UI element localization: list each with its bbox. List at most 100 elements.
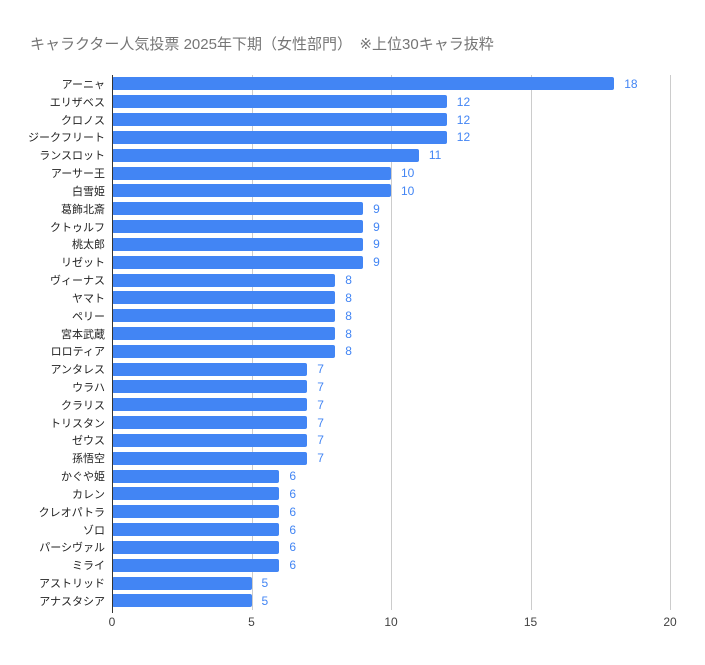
bar-row: 9 <box>112 235 670 253</box>
bar-row: 11 <box>112 146 670 164</box>
bar-value-label: 6 <box>289 540 297 555</box>
category-label: 宮本武蔵 <box>61 328 105 341</box>
bar-row: 8 <box>112 271 670 289</box>
bar-row: 5 <box>112 574 670 592</box>
bar-value-label: 12 <box>456 130 471 145</box>
bar <box>112 380 308 394</box>
bar-value-label: 5 <box>261 576 269 591</box>
bar-value-label: 6 <box>289 469 297 484</box>
bar-rows: 18 12 12 12 11 10 10 9 9 9 9 8 8 8 8 8 7 7 7 7 7 7 6 6 6 6 6 6 5 5 <box>112 75 670 610</box>
category-label: ペリー <box>72 310 105 323</box>
category-label: ゼウス <box>72 435 105 448</box>
bar-row: 8 <box>112 325 670 343</box>
bar <box>112 594 252 608</box>
bar <box>112 148 419 162</box>
bar-value-label: 9 <box>373 219 380 234</box>
bar <box>112 166 391 180</box>
bar-value-label: 8 <box>345 308 352 323</box>
x-tick-label-15: 15 <box>523 615 538 629</box>
bar-value-label: 9 <box>373 201 380 216</box>
bar-row: 12 <box>112 128 670 146</box>
bar-value-label: 11 <box>428 148 442 163</box>
bar <box>112 344 336 358</box>
bar-row: 7 <box>112 432 670 450</box>
bar <box>112 184 391 198</box>
bar-value-label: 7 <box>317 415 324 430</box>
bar-value-label: 6 <box>289 504 297 519</box>
gridline-10 <box>391 75 392 610</box>
category-label: ロロティア <box>50 346 105 359</box>
bar-row: 12 <box>112 111 670 129</box>
bar-value-label: 7 <box>317 362 324 377</box>
bar-value-label: 8 <box>345 344 352 359</box>
bar-row: 7 <box>112 396 670 414</box>
category-label: かぐや姫 <box>61 471 105 484</box>
bar-row: 6 <box>112 539 670 557</box>
bar-value-label: 8 <box>345 290 352 305</box>
bar <box>112 362 308 376</box>
bar-row: 6 <box>112 521 670 539</box>
bar-row: 8 <box>112 307 670 325</box>
category-label: 桃太郎 <box>72 239 105 252</box>
bar <box>112 398 308 412</box>
x-tick-label-0: 0 <box>108 615 116 629</box>
bar-row: 6 <box>112 467 670 485</box>
bar <box>112 487 280 501</box>
bar-value-label: 10 <box>401 166 415 181</box>
category-label: トリスタン <box>50 417 105 430</box>
category-label: アーニャ <box>61 78 105 91</box>
x-axis: 0 5 10 15 20 <box>108 615 677 632</box>
bar-row: 5 <box>112 592 670 610</box>
bar-value-label: 10 <box>401 183 415 198</box>
bar <box>112 540 280 554</box>
bar <box>112 237 364 251</box>
category-label: 葛飾北斎 <box>61 203 105 216</box>
bar-row: 18 <box>112 75 670 93</box>
bar <box>112 523 280 537</box>
category-label: エリザベス <box>49 96 105 109</box>
bar <box>112 327 336 340</box>
bar-row: 6 <box>112 485 670 503</box>
bar-row: 8 <box>112 342 670 360</box>
bar <box>112 291 336 305</box>
category-label: アンタレス <box>50 364 105 377</box>
bar <box>112 220 364 234</box>
bar <box>112 558 280 572</box>
category-label: アストリッド <box>39 578 105 591</box>
bar-value-label: 8 <box>345 273 352 288</box>
bar-value-label: 7 <box>317 451 324 466</box>
bar-row: 6 <box>112 503 670 521</box>
category-label: クレオパトラ <box>38 506 105 519</box>
bar-row: 7 <box>112 360 670 378</box>
category-label: クロノス <box>61 114 105 127</box>
bar <box>112 113 447 127</box>
gridline-20 <box>670 75 671 610</box>
bar-row: 10 <box>112 164 670 182</box>
category-label: クトゥルフ <box>50 221 105 234</box>
category-label: 白雪姫 <box>72 185 105 198</box>
bar <box>112 202 364 216</box>
bar <box>112 416 308 430</box>
bar-value-label: 9 <box>373 237 380 252</box>
bar <box>112 451 308 465</box>
bar-value-label: 6 <box>289 486 297 501</box>
bar-value-label: 8 <box>345 326 352 341</box>
bar-value-label: 7 <box>317 379 324 394</box>
bar <box>112 505 280 519</box>
bar-row: 9 <box>112 200 670 218</box>
bar <box>112 469 280 483</box>
category-label: パーシヴァル <box>39 542 105 555</box>
category-label: ジークフリート <box>28 132 105 145</box>
gridline-15 <box>530 75 532 610</box>
category-label: 孫悟空 <box>72 453 105 466</box>
category-label: ランスロット <box>39 150 105 163</box>
bar-row: 8 <box>112 289 670 307</box>
bar <box>112 255 364 269</box>
category-label: ゾロ <box>83 524 105 537</box>
bar-row: 12 <box>112 93 670 111</box>
gridline-5 <box>251 75 253 610</box>
bar-value-label: 7 <box>317 397 324 412</box>
bar <box>112 309 336 323</box>
plot-area: 18 12 12 12 11 10 10 9 9 9 9 8 8 8 8 8 7 7 7 7 7 7 6 6 6 6 6 6 5 5 <box>112 75 671 613</box>
